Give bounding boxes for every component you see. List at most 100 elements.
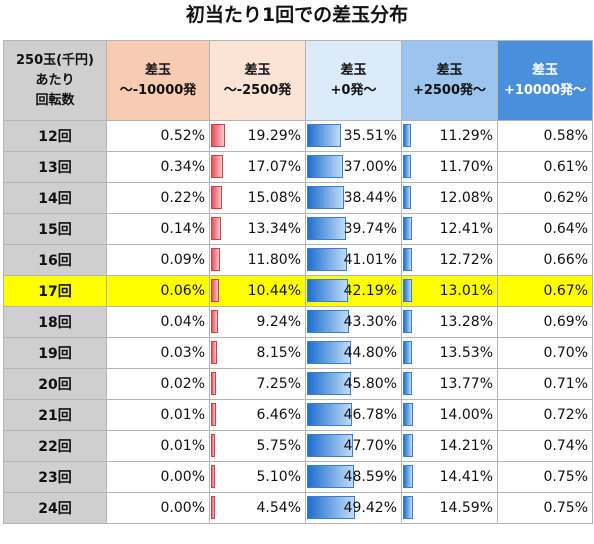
column-header: 差玉 +2500発～ (401, 40, 498, 121)
row-label: 14回 (3, 182, 107, 214)
value-cell: 0.66% (497, 244, 593, 276)
row-label: 17回 (3, 275, 107, 307)
percent-value: 13.53% (439, 345, 493, 361)
page-title: 初当たり1回での差玉分布 (185, 4, 409, 26)
percent-value: 14.41% (439, 469, 493, 485)
row-label: 13回 (3, 151, 107, 183)
percent-value: 12.08% (439, 190, 493, 206)
value-cell: 0.75% (497, 461, 593, 493)
column-header: 差玉 ～-2500発 (209, 40, 306, 121)
value-cell: 35.51% (305, 120, 402, 152)
value-cell: 15.08% (209, 182, 306, 214)
value-cell: 7.25% (209, 368, 306, 400)
percent-value: 0.66% (543, 252, 588, 268)
row-header-line-2: あたり (35, 72, 75, 88)
percent-value: 14.59% (439, 500, 493, 516)
percent-value: 0.72% (543, 407, 588, 423)
distribution-table: 250玉(千円) あたり 回転数 差玉 ～-10000発 差玉 ～-2500発 … (3, 40, 593, 524)
percent-value: 43.30% (343, 314, 397, 330)
row-label: 15回 (3, 213, 107, 245)
percent-value: 37.00% (343, 159, 397, 175)
value-cell: 11.70% (401, 151, 498, 183)
table-row: 17回 0.06% 10.44% 42.19% 13.01% 0.67% (3, 275, 593, 307)
percent-value: 0.67% (543, 283, 588, 299)
value-cell: 38.44% (305, 182, 402, 214)
percent-value: 0.69% (543, 314, 588, 330)
value-cell: 0.14% (106, 213, 210, 245)
percent-value: 0.01% (160, 407, 205, 423)
column-header-line-2: +0発～ (330, 82, 377, 98)
percent-value: 41.01% (343, 252, 397, 268)
percent-value: 11.29% (439, 128, 493, 144)
table-row: 15回 0.14% 13.34% 39.74% 12.41% 0.64% (3, 213, 593, 245)
percent-value: 0.74% (543, 438, 588, 454)
percent-value: 15.08% (247, 190, 301, 206)
value-cell: 0.01% (106, 430, 210, 462)
red-bar (211, 310, 218, 333)
percent-value: 0.34% (160, 159, 205, 175)
value-cell: 0.00% (106, 461, 210, 493)
value-cell: 47.70% (305, 430, 402, 462)
percent-value: 45.80% (343, 376, 397, 392)
column-header-line-1: 差玉 (144, 62, 171, 78)
table-body: 12回 0.52% 19.29% 35.51% 11.29% 0.58% 13回 0.34% 1… (3, 120, 593, 524)
percent-value: 38.44% (343, 190, 397, 206)
value-cell: 11.29% (401, 120, 498, 152)
row-label: 22回 (3, 430, 107, 462)
table-row: 20回 0.02% 7.25% 45.80% 13.77% 0.71% (3, 368, 593, 400)
value-cell: 10.44% (209, 275, 306, 307)
value-cell: 19.29% (209, 120, 306, 152)
table-row: 18回 0.04% 9.24% 43.30% 13.28% 0.69% (3, 306, 593, 338)
red-bar (211, 186, 222, 209)
percent-value: 0.64% (543, 221, 588, 237)
percent-value: 0.52% (160, 128, 205, 144)
value-cell: 12.41% (401, 213, 498, 245)
value-cell: 8.15% (209, 337, 306, 369)
percent-value: 0.75% (543, 500, 588, 516)
value-cell: 0.09% (106, 244, 210, 276)
column-header-line-2: ～-10000発 (119, 82, 197, 98)
blue-bar (403, 279, 412, 302)
blue-bar (307, 434, 353, 457)
row-label: 24回 (3, 492, 107, 524)
value-cell: 0.71% (497, 368, 593, 400)
value-cell: 13.53% (401, 337, 498, 369)
percent-value: 12.41% (439, 221, 493, 237)
blue-bar (403, 248, 412, 271)
value-cell: 0.74% (497, 430, 593, 462)
row-header-line-3: 回転数 (35, 92, 75, 108)
column-header-line-1: 差玉 (340, 62, 367, 78)
percent-value: 0.61% (543, 159, 588, 175)
row-label: 12回 (3, 120, 107, 152)
table-row: 13回 0.34% 17.07% 37.00% 11.70% 0.61% (3, 151, 593, 183)
value-cell: 13.01% (401, 275, 498, 307)
table-row: 14回 0.22% 15.08% 38.44% 12.08% 0.62% (3, 182, 593, 214)
value-cell: 39.74% (305, 213, 402, 245)
value-cell: 37.00% (305, 151, 402, 183)
percent-value: 0.02% (160, 376, 205, 392)
blue-bar (307, 310, 349, 333)
value-cell: 0.04% (106, 306, 210, 338)
table-row: 12回 0.52% 19.29% 35.51% 11.29% 0.58% (3, 120, 593, 152)
value-cell: 49.42% (305, 492, 402, 524)
value-cell: 9.24% (209, 306, 306, 338)
percent-value: 0.14% (160, 221, 205, 237)
percent-value: 11.70% (439, 159, 493, 175)
blue-bar (307, 496, 355, 519)
value-cell: 0.03% (106, 337, 210, 369)
column-header-line-2: +10000発～ (503, 82, 587, 98)
table-row: 23回 0.00% 5.10% 48.59% 14.41% 0.75% (3, 461, 593, 493)
blue-bar (403, 434, 413, 457)
value-cell: 0.34% (106, 151, 210, 183)
column-header-line-2: +2500発～ (412, 82, 487, 98)
value-cell: 46.78% (305, 399, 402, 431)
percent-value: 0.75% (543, 469, 588, 485)
percent-value: 13.77% (439, 376, 493, 392)
value-cell: 48.59% (305, 461, 402, 493)
blue-bar (403, 217, 412, 240)
red-bar (211, 155, 223, 178)
percent-value: 42.19% (343, 283, 397, 299)
percent-value: 13.01% (439, 283, 493, 299)
blue-bar (403, 186, 411, 209)
column-header-line-1: 差玉 (244, 62, 271, 78)
